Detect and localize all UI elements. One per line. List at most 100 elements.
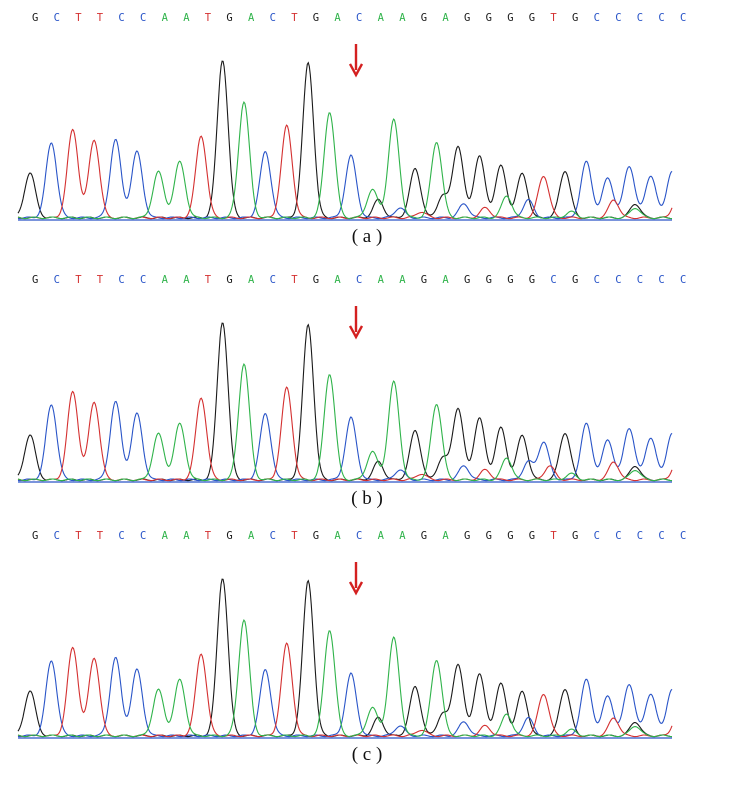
base-call: C <box>118 274 125 286</box>
base-call: G <box>226 274 233 286</box>
base-call: G <box>485 530 492 542</box>
trace-a-channel <box>17 100 672 220</box>
base-call: C <box>593 274 600 286</box>
base-call: C <box>636 530 644 542</box>
base-call: G <box>464 12 471 24</box>
base-call: A <box>161 274 168 286</box>
base-call: A <box>377 274 384 286</box>
base-call: C <box>356 530 363 542</box>
base-call: G <box>32 12 39 24</box>
base-call: T <box>75 274 82 286</box>
base-call: C <box>53 530 60 542</box>
base-call: C <box>636 12 644 24</box>
base-call: T <box>550 12 557 24</box>
base-call: T <box>550 530 557 542</box>
panel-caption: ( b ) <box>351 488 383 509</box>
base-call: T <box>291 530 298 542</box>
chromatogram-panel-a: G C T T C C A A T G A C T G A C A A G A G G G G T G C C C C C ( a ) <box>0 0 734 262</box>
base-call: G <box>485 274 492 286</box>
base-call: G <box>32 274 39 286</box>
chromatogram-panel-b: G C T T C C A A T G A C T G A C A A G A G G G G C G C C C C C ( b ) <box>0 262 734 524</box>
base-call: A <box>248 12 255 24</box>
base-call: C <box>593 12 600 24</box>
base-call: C <box>550 274 557 286</box>
base-call: T <box>96 530 104 542</box>
base-call: C <box>269 530 276 542</box>
base-call: C <box>269 274 276 286</box>
base-call: C <box>269 12 276 24</box>
base-call: C <box>680 274 687 286</box>
base-call: C <box>53 12 60 24</box>
base-call: A <box>183 530 190 542</box>
base-call: C <box>658 530 665 542</box>
base-call: T <box>75 530 82 542</box>
base-call: G <box>507 274 514 286</box>
base-call: G <box>528 12 536 24</box>
base-call: C <box>593 530 600 542</box>
trace-a-channel <box>17 362 672 482</box>
base-call: T <box>204 274 212 286</box>
base-call: A <box>334 530 341 542</box>
trace-c-channel <box>17 400 673 482</box>
base-call: G <box>312 274 320 286</box>
base-call: G <box>572 274 579 286</box>
base-call: G <box>507 530 514 542</box>
trace-c-channel <box>17 138 673 220</box>
base-call: C <box>356 12 363 24</box>
base-call: A <box>442 12 449 24</box>
chromatogram-panel-c: G C T T C C A A T G A C T G A C A A G A G G G G T G C C C C C ( c ) <box>0 518 734 780</box>
sequencing-trace <box>17 578 673 739</box>
base-call: A <box>399 274 406 286</box>
base-call: A <box>161 12 168 24</box>
base-call: C <box>118 12 125 24</box>
base-call: T <box>291 12 298 24</box>
base-call: A <box>442 530 449 542</box>
sequencing-trace <box>17 60 673 221</box>
base-call: C <box>615 274 622 286</box>
base-call: G <box>485 12 492 24</box>
base-call: A <box>183 274 190 286</box>
base-call: G <box>312 530 320 542</box>
trace-c-channel <box>17 656 673 738</box>
base-call: C <box>658 274 665 286</box>
base-call: G <box>528 274 536 286</box>
panel-caption: ( a ) <box>351 226 383 247</box>
base-call: G <box>528 530 536 542</box>
base-call: C <box>680 12 687 24</box>
base-call: C <box>53 274 60 286</box>
base-call: C <box>615 530 622 542</box>
base-call: G <box>420 12 428 24</box>
base-call: C <box>680 530 687 542</box>
base-call: A <box>183 12 190 24</box>
base-call: C <box>658 12 665 24</box>
base-call: G <box>226 530 233 542</box>
base-call: C <box>140 274 147 286</box>
base-call: C <box>615 12 622 24</box>
mutation-arrow-icon <box>349 562 363 596</box>
base-call: C <box>356 274 363 286</box>
base-call: C <box>118 530 125 542</box>
base-call: A <box>248 530 255 542</box>
base-call: G <box>507 12 514 24</box>
base-call: G <box>464 274 471 286</box>
base-call: C <box>140 12 147 24</box>
base-call: T <box>204 12 212 24</box>
base-call: T <box>204 530 212 542</box>
base-call: G <box>420 530 428 542</box>
sequencing-trace <box>17 322 673 483</box>
base-call: G <box>312 12 320 24</box>
base-call: C <box>140 530 147 542</box>
base-call: A <box>161 530 168 542</box>
base-call: G <box>572 530 579 542</box>
mutation-arrow-icon <box>349 306 363 340</box>
base-call: T <box>96 12 104 24</box>
base-call: T <box>96 274 104 286</box>
panel-caption: ( c ) <box>351 744 383 765</box>
base-call: C <box>636 274 644 286</box>
base-call: G <box>32 530 39 542</box>
base-call: G <box>464 530 471 542</box>
base-call: A <box>248 274 255 286</box>
